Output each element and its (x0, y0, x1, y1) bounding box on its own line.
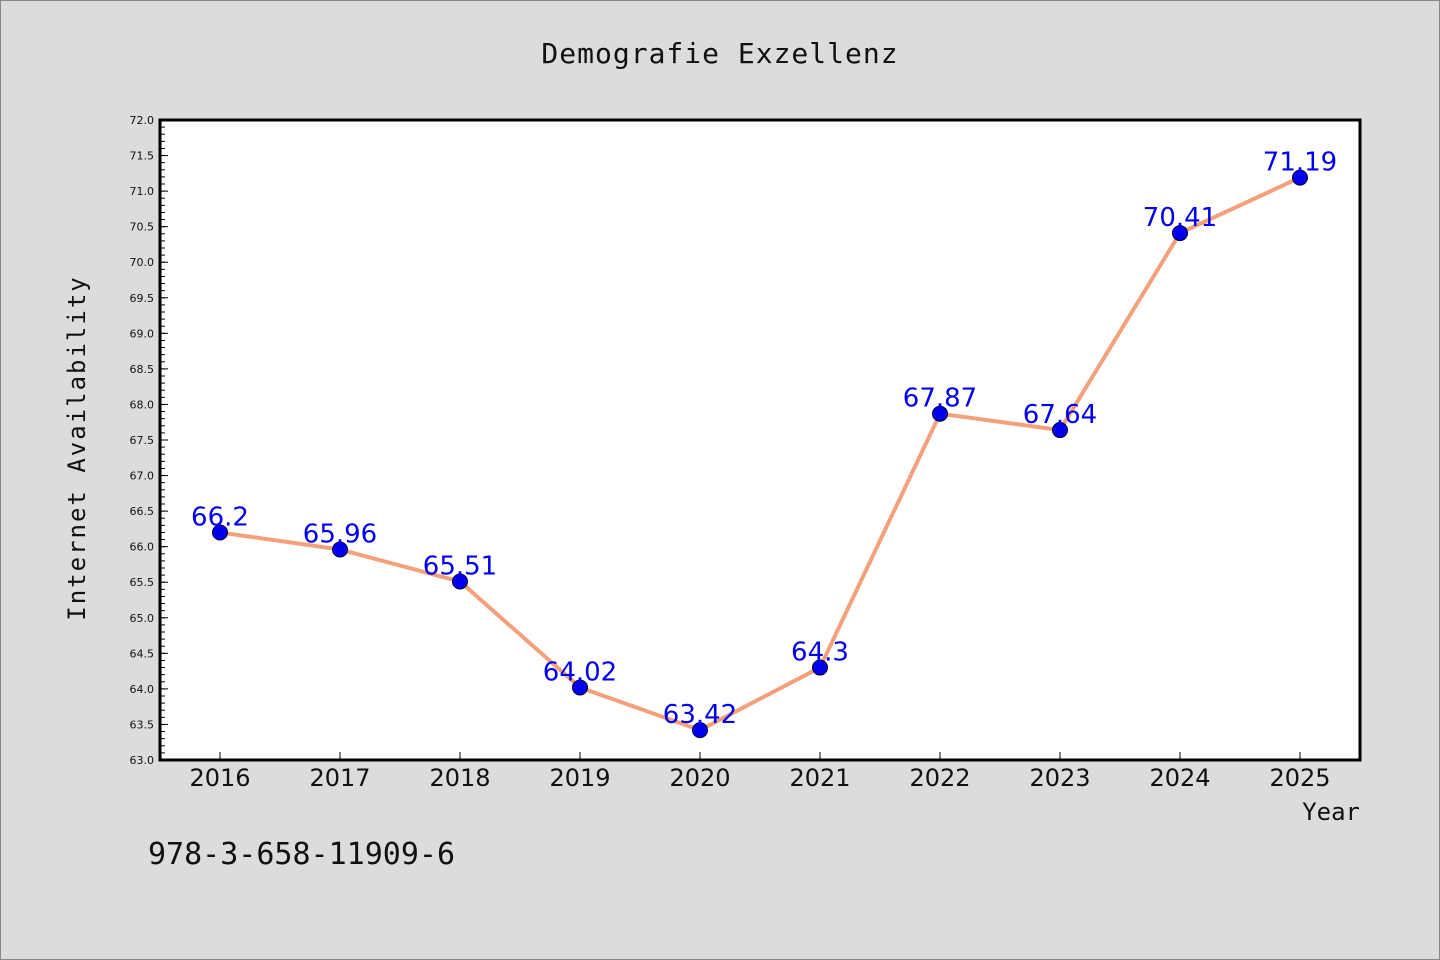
data-point (1172, 225, 1188, 242)
y-tick-label: 69.0 (130, 327, 155, 340)
data-point (812, 659, 828, 676)
x-tick-label: 2020 (669, 764, 730, 792)
x-tick-label: 2024 (1149, 764, 1210, 792)
chart-title: Demografie Exzellenz (541, 37, 898, 70)
y-tick-label: 70.5 (130, 221, 155, 234)
data-label: 65.51 (423, 552, 497, 582)
x-tick-label: 2023 (1029, 764, 1090, 792)
y-tick-label: 68.5 (130, 363, 155, 376)
x-tick-label: 2016 (189, 764, 250, 792)
x-tick-label: 2017 (309, 764, 370, 792)
data-label: 67.64 (1023, 400, 1097, 430)
x-tick-label: 2021 (789, 764, 850, 792)
data-label: 64.02 (543, 657, 617, 687)
y-tick-label: 65.0 (130, 612, 155, 625)
x-axis-label: Year (1302, 798, 1360, 826)
data-label: 67.87 (903, 384, 977, 414)
x-tick-label: 2019 (549, 764, 610, 792)
y-tick-label: 65.5 (130, 576, 155, 589)
data-point (932, 405, 948, 422)
x-tick-label: 2025 (1269, 764, 1330, 792)
data-labels: 66.2 65.96 65.51 64.02 63.42 64.3 67.87 67.64 70… (191, 148, 1337, 731)
y-tick-label: 70.0 (130, 256, 155, 269)
y-tick-label: 67.0 (130, 470, 155, 483)
y-tick-label: 67.5 (130, 434, 155, 447)
series-line (218, 175, 1302, 733)
data-label: 71.19 (1263, 148, 1337, 178)
x-tick-label: 2022 (909, 764, 970, 792)
data-point (572, 679, 588, 696)
data-point (1292, 169, 1308, 186)
data-label: 63.42 (663, 700, 737, 730)
data-label: 66.2 (191, 502, 249, 532)
y-axis: 63.0 63.5 64.0 64.5 65.0 65.5 66.0 66.5 67.0 67.5… (130, 114, 168, 767)
data-points (212, 169, 1308, 739)
isbn-text: 978-3-658-11909-6 (148, 837, 455, 872)
y-tick-label: 72.0 (130, 114, 155, 127)
data-point (452, 573, 468, 590)
x-axis: 2016 2017 2018 2019 2020 2021 2022 2023 2024 2025 (189, 752, 1331, 792)
y-tick-label: 63.5 (130, 718, 155, 731)
y-tick-label: 68.0 (130, 398, 155, 411)
y-tick-label: 71.5 (130, 150, 155, 163)
plot-frame (158, 118, 1362, 762)
data-label: 70.41 (1143, 203, 1217, 233)
data-point (1052, 422, 1068, 439)
data-label: 64.3 (791, 638, 849, 668)
y-tick-label: 66.0 (130, 541, 155, 554)
y-tick-label: 63.0 (130, 754, 155, 767)
data-label: 65.96 (303, 520, 377, 550)
data-point (692, 722, 708, 739)
y-tick-label: 66.5 (130, 505, 155, 518)
y-tick-label: 69.5 (130, 292, 155, 305)
plot-area (160, 120, 1360, 760)
y-tick-label: 64.0 (130, 683, 155, 696)
x-tick-label: 2018 (429, 764, 490, 792)
data-point (332, 541, 348, 558)
y-tick-label: 71.0 (130, 185, 155, 198)
y-tick-label: 64.5 (130, 647, 155, 660)
y-axis-label: Internet Availability (63, 275, 91, 620)
data-point (212, 524, 228, 541)
